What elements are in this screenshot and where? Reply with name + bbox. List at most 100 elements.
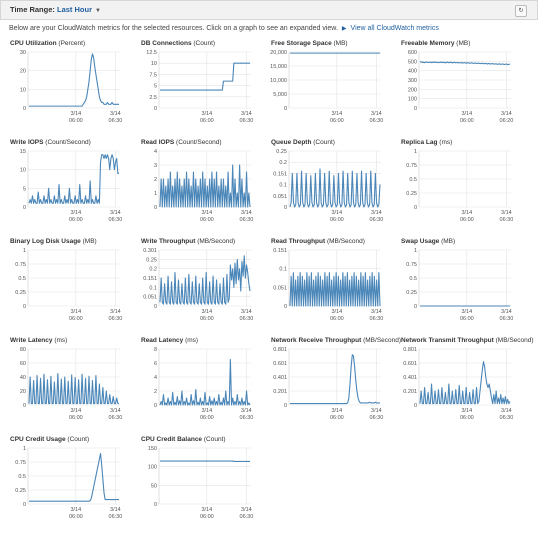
metric-name: Read Throughput [271,238,326,245]
x-tick-time: 06:20 [500,118,514,124]
x-tick-time: 06:30 [109,217,123,223]
chart-queue-depth[interactable]: Queue Depth (Count) 0.25 0.2 0.151 0.1 0.051 0… [271,139,399,231]
chart-network-receive-throughput[interactable]: Network Receive Throughput (MB/Second) 0.… [271,337,402,429]
chart-swap-usage[interactable]: Swap Usage (MB) 1 0.75 0.5 0.25 0 3/14 06:00 3/1… [401,238,529,330]
y-tick-label: 600 [408,50,417,56]
x-tick-time: 06:00 [69,217,83,223]
x-tick-time: 06:30 [500,217,514,223]
metric-name: Read Latency [141,337,184,344]
x-tick-date: 3/14 [201,111,212,117]
y-tick-label: 15 [20,149,26,155]
metric-unit: (ms) [183,337,199,344]
time-range-select[interactable]: Last Hour ▼ [57,5,101,14]
metric-unit: (Count) [202,436,226,443]
x-tick-time: 06:30 [109,118,123,124]
view-all-metrics-link[interactable]: View all CloudWatch metrics [350,25,439,32]
y-tick-label: 0.201 [403,389,417,395]
metric-unit: (MB) [439,238,456,245]
series-line [29,53,119,107]
metric-unit: (Count/Second) [43,139,91,146]
y-tick-label: 20,000 [270,50,287,56]
x-tick-time: 06:00 [330,217,344,223]
y-tick-label: 0.401 [403,375,417,381]
metric-name: Free Storage Space [271,40,332,47]
metric-name: Binary Log Disk Usage [10,238,81,245]
chart-cpu-credit-usage[interactable]: CPU Credit Usage (Count) 1 0.75 0.5 0.25 0 3/1… [10,436,138,528]
x-tick-date: 3/14 [201,507,212,513]
chart-cpu-credit-balance[interactable]: CPU Credit Balance (Count) 150 100 50 0 3/14 0… [141,436,269,528]
y-tick-label: 5,000 [273,92,287,98]
metric-unit: (MB/Second) [361,337,402,344]
x-tick-time: 06:30 [109,514,123,520]
y-tick-label: 0 [284,304,287,310]
refresh-icon: ↻ [518,8,524,14]
chart-replica-lag[interactable]: Replica Lag (ms) 1 0.75 0.5 0.25 0 3/14 06:00 3/… [401,139,529,231]
metric-name: CPU Credit Balance [141,436,203,443]
x-tick-date: 3/14 [110,408,121,414]
metric-unit: (MB/Second) [493,337,534,344]
x-tick-time: 06:00 [330,415,344,421]
chart-free-storage-space[interactable]: Free Storage Space (MB) 20,000 15,000 10,00… [270,40,399,132]
chart-read-latency[interactable]: Read Latency (ms) 8 6 4 2 0 3/14 06:00 3/14 06:30 [141,337,269,429]
y-tick-label: 5 [23,186,26,192]
refresh-button[interactable]: ↻ [515,5,527,17]
chart-cpu-utilization[interactable]: CPU Utilization (Percent) 30 20 10 0 3/14 06:0… [10,40,138,132]
chart-write-latency[interactable]: Write Latency (ms) 80 60 40 20 0 3/14 06:00 3/14… [10,337,138,429]
chart-title: Read IOPS (Count/Second) [141,139,222,146]
y-tick-label: 0 [154,205,157,211]
y-tick-label: 20 [20,69,26,75]
series-line [419,361,511,405]
arrow-right-icon: ▶ [341,26,347,32]
chart-network-transmit-throughput[interactable]: Network Transmit Throughput (MB/Second) 0… [401,337,534,429]
y-tick-label: 10 [151,61,157,67]
metric-unit: (Count/Second) [174,139,222,146]
chart-title: Write Latency (ms) [10,337,67,344]
chart-read-iops[interactable]: Read IOPS (Count/Second) 4 3 2 1 0 3/14 06:00 3/… [141,139,269,231]
x-tick-date: 3/14 [331,111,342,117]
y-tick-label: 0.5 [18,474,26,480]
y-tick-label: 1 [414,149,417,155]
x-tick-time: 06:00 [460,118,474,124]
chart-write-iops[interactable]: Write IOPS (Count/Second) 15 10 5 0 3/14 06:00… [10,139,138,231]
x-tick-time: 06:30 [240,316,254,322]
x-tick-time: 06:00 [69,415,83,421]
x-tick-time: 06:00 [460,415,474,421]
chart-db-connections[interactable]: DB Connections (Count) 12.5 10 7.5 5 2.5 0 3/14… [141,40,269,132]
chart-binary-log-disk-usage[interactable]: Binary Log Disk Usage (MB) 1 0.75 0.5 0.25 0 3… [10,238,138,330]
x-tick-date: 3/14 [501,210,512,216]
series-line [290,354,380,405]
y-tick-label: 0.2 [149,267,157,273]
chart-read-throughput[interactable]: Read Throughput (MB/Second) 0.151 0.1 0.051… [271,238,399,330]
y-tick-label: 0.5 [409,276,417,282]
x-tick-date: 3/14 [201,408,212,414]
y-tick-label: 12.5 [146,50,157,56]
metric-name: DB Connections [141,40,192,47]
x-tick-date: 3/14 [331,210,342,216]
series-line [160,62,250,91]
y-tick-label: 2 [154,177,157,183]
chart-write-throughput[interactable]: Write Throughput (MB/Second) 0.301 0.25 0.2… [141,238,269,330]
series-line [29,453,119,502]
metric-unit: (MB/Second) [325,238,365,245]
y-tick-label: 0 [154,304,157,310]
x-tick-date: 3/14 [70,111,81,117]
x-tick-date: 3/14 [110,210,121,216]
y-tick-label: 0 [284,403,287,409]
y-tick-label: 0 [23,403,26,409]
chart-freeable-memory[interactable]: Freeable Memory (MB) 600 500 400 300 200 100 0 3… [401,40,529,132]
chart-title: Write IOPS (Count/Second) [10,139,91,146]
metric-name: Queue Depth [271,139,312,146]
y-tick-label: 0 [154,106,157,112]
x-tick-date: 3/14 [201,210,212,216]
metric-name: Swap Usage [401,238,440,245]
y-tick-label: 0.25 [406,290,417,296]
y-tick-label: 5 [154,84,157,90]
metric-unit: (MB) [331,40,348,47]
